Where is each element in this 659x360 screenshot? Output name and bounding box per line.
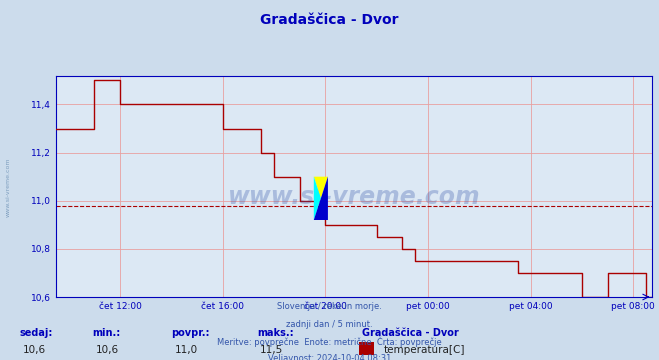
Text: povpr.:: povpr.:	[171, 328, 210, 338]
Text: temperatura[C]: temperatura[C]	[384, 345, 465, 355]
Text: www.si-vreme.com: www.si-vreme.com	[5, 157, 11, 217]
Text: Gradaščica - Dvor: Gradaščica - Dvor	[362, 328, 459, 338]
Text: sedaj:: sedaj:	[20, 328, 53, 338]
Text: Gradaščica - Dvor: Gradaščica - Dvor	[260, 13, 399, 27]
Text: Meritve: povprečne  Enote: metrične  Črta: povprečje: Meritve: povprečne Enote: metrične Črta:…	[217, 337, 442, 347]
Text: Veljavnost: 2024-10-04 08:31: Veljavnost: 2024-10-04 08:31	[268, 354, 391, 360]
Text: 11,5: 11,5	[260, 345, 283, 355]
Text: 11,0: 11,0	[175, 345, 198, 355]
Text: 10,6: 10,6	[23, 345, 46, 355]
Text: min.:: min.:	[92, 328, 121, 338]
Text: 10,6: 10,6	[96, 345, 119, 355]
Text: Slovenija / reke in morje.: Slovenija / reke in morje.	[277, 302, 382, 311]
Text: maks.:: maks.:	[257, 328, 294, 338]
Text: zadnji dan / 5 minut.: zadnji dan / 5 minut.	[286, 320, 373, 329]
Polygon shape	[314, 177, 321, 220]
Polygon shape	[314, 177, 328, 220]
Text: www.si-vreme.com: www.si-vreme.com	[228, 185, 480, 210]
Polygon shape	[314, 177, 328, 198]
